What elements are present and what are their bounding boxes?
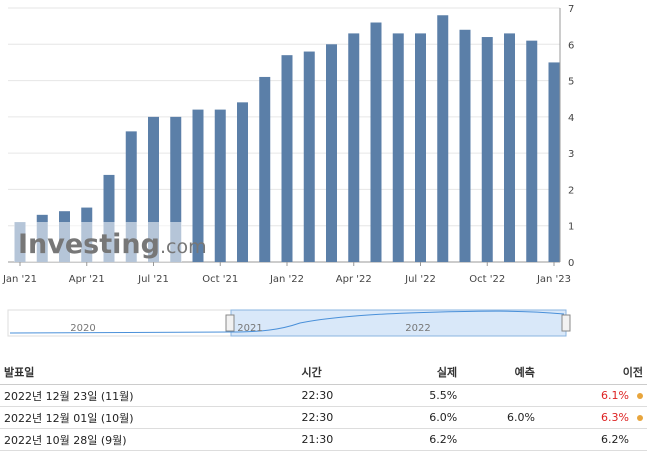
header-previous[interactable]: 이전 bbox=[538, 360, 647, 385]
range-navigator[interactable]: 2020 2021 2022 bbox=[0, 300, 647, 342]
header-date[interactable]: 발표일 bbox=[0, 360, 298, 385]
header-forecast[interactable]: 예측 bbox=[461, 360, 539, 385]
bar-chart: 0 1 2 3 4 5 6 7 Jan '21 Apr '21 Jul '21 Oct '21 Jan … bbox=[2, 4, 574, 285]
actual-value: 6.0% bbox=[383, 406, 462, 429]
bar[interactable] bbox=[437, 15, 449, 263]
navigator-year-label: 2022 bbox=[405, 323, 430, 334]
revision-dot-icon bbox=[637, 393, 643, 399]
forecast-value: 6.0% bbox=[461, 406, 539, 429]
y-tick-label: 7 bbox=[568, 4, 574, 15]
bar[interactable] bbox=[370, 22, 382, 263]
navigator-year-label: 2020 bbox=[70, 323, 95, 334]
table-row: 2022년 12월 23일 (11월) 22:30 5.5% 6.1% bbox=[0, 384, 647, 407]
header-time[interactable]: 시간 bbox=[297, 360, 384, 385]
actual-value: 5.5% bbox=[383, 384, 462, 407]
release-date: 2022년 12월 23일 (11월) bbox=[0, 384, 298, 407]
revision-dot-icon bbox=[637, 415, 643, 421]
bar[interactable] bbox=[415, 33, 426, 263]
bar[interactable] bbox=[326, 44, 337, 263]
bar[interactable] bbox=[103, 174, 115, 262]
forecast-value bbox=[461, 384, 539, 407]
release-table: 발표일 시간 실제 예측 이전 2022년 12월 23일 (11월) 22:30… bbox=[0, 360, 647, 451]
release-time: 22:30 bbox=[297, 406, 384, 429]
y-tick-label: 6 bbox=[568, 40, 574, 51]
bar[interactable] bbox=[481, 37, 493, 263]
x-tick-label: Jan '22 bbox=[269, 274, 304, 285]
x-tick-label: Oct '21 bbox=[202, 274, 238, 285]
y-tick-label: 4 bbox=[568, 113, 574, 124]
release-time: 22:30 bbox=[297, 384, 384, 407]
navigator-handle-right[interactable] bbox=[561, 314, 571, 332]
y-tick-label: 5 bbox=[568, 77, 574, 88]
bar[interactable] bbox=[281, 55, 293, 262]
y-tick-label: 3 bbox=[568, 149, 574, 160]
x-tick-label: Apr '21 bbox=[69, 274, 105, 285]
table-row: 2022년 12월 01일 (10월) 22:30 6.0% 6.0% 6.3% bbox=[0, 406, 647, 429]
bar[interactable] bbox=[348, 33, 360, 263]
bar[interactable] bbox=[459, 29, 471, 263]
y-tick-label: 2 bbox=[568, 185, 574, 196]
bar[interactable] bbox=[259, 76, 271, 262]
bar[interactable] bbox=[148, 116, 159, 262]
bar[interactable] bbox=[504, 33, 515, 263]
revision-dot-icon bbox=[637, 437, 643, 443]
actual-value: 6.2% bbox=[383, 428, 462, 451]
navigator-handle-left[interactable] bbox=[225, 314, 235, 332]
release-date: 2022년 12월 01일 (10월) bbox=[0, 406, 298, 429]
previous-value: 6.3% bbox=[538, 406, 647, 429]
header-actual[interactable]: 실제 bbox=[383, 360, 462, 385]
y-tick-label: 1 bbox=[568, 222, 574, 233]
bar[interactable] bbox=[392, 33, 404, 263]
investing-logo: Investing.com bbox=[14, 222, 207, 262]
bar[interactable] bbox=[526, 40, 538, 263]
bar[interactable] bbox=[214, 109, 226, 262]
bar[interactable] bbox=[170, 116, 182, 262]
forecast-value bbox=[461, 428, 539, 451]
previous-value: 6.1% bbox=[538, 384, 647, 407]
table-row: 2022년 10월 28일 (9월) 21:30 6.2% 6.2% bbox=[0, 428, 647, 451]
x-tick-label: Jan '21 bbox=[2, 274, 37, 285]
x-tick-label: Oct '22 bbox=[469, 274, 505, 285]
y-tick-label: 0 bbox=[568, 258, 574, 269]
x-tick-label: Jul '21 bbox=[137, 274, 169, 285]
bar[interactable] bbox=[125, 131, 137, 262]
table-header-row: 발표일 시간 실제 예측 이전 bbox=[0, 360, 647, 385]
navigator-year-label: 2021 bbox=[237, 323, 262, 334]
release-date: 2022년 10월 28일 (9월) bbox=[0, 428, 298, 451]
bar[interactable] bbox=[237, 102, 248, 262]
bar[interactable] bbox=[192, 109, 204, 262]
x-tick-label: Jan '23 bbox=[536, 274, 571, 285]
navigator-series bbox=[9, 310, 565, 334]
previous-value: 6.2% bbox=[538, 428, 647, 451]
bar[interactable] bbox=[548, 62, 560, 262]
release-time: 21:30 bbox=[297, 428, 384, 451]
x-tick-label: Jul '22 bbox=[404, 274, 436, 285]
x-tick-label: Apr '22 bbox=[336, 274, 372, 285]
bar[interactable] bbox=[303, 51, 315, 262]
